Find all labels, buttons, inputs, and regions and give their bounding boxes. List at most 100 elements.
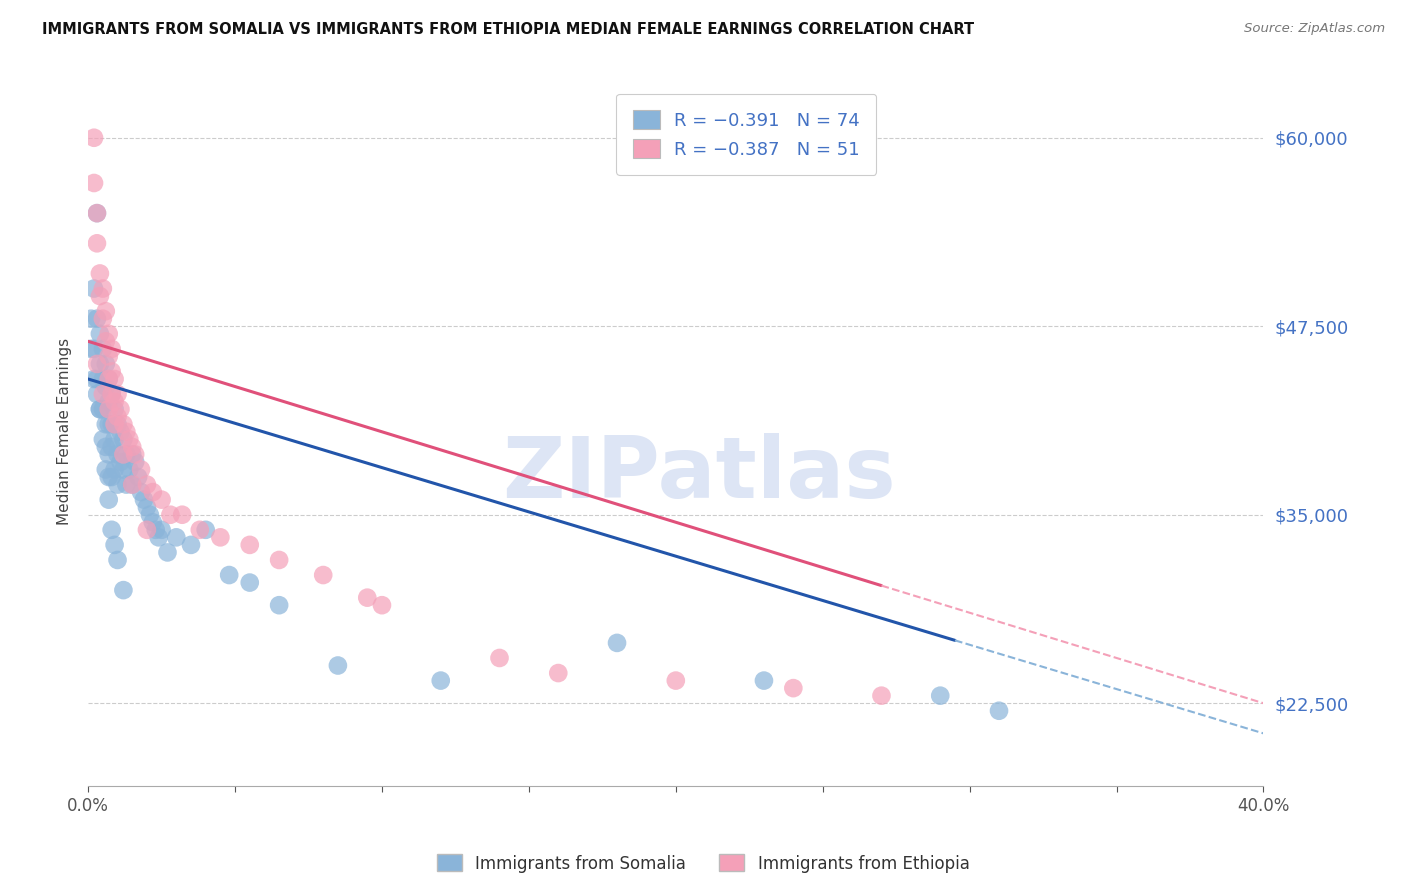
Point [142,485,165,500]
Point [80,342,103,356]
Point [100,440,122,454]
Point [86,206,108,220]
Point [929,689,952,703]
Point [107,387,129,401]
Point [121,477,143,491]
Point [326,658,349,673]
Point [180,538,202,552]
Point [91,402,114,417]
Point [139,508,162,522]
Point [100,387,122,401]
Point [150,492,173,507]
Point [107,409,129,424]
Point [80,311,103,326]
Point [118,433,141,447]
Point [606,636,628,650]
Point [104,538,127,552]
Point [94,334,117,349]
Point [94,379,117,393]
Point [121,477,143,491]
Point [86,387,108,401]
Point [118,462,141,476]
Point [132,492,155,507]
Point [165,530,187,544]
Text: ZIPatlas: ZIPatlas [502,433,896,516]
Point [83,342,105,356]
Point [104,372,127,386]
Point [142,515,165,529]
Point [112,447,135,461]
Point [218,568,240,582]
Point [89,289,111,303]
Point [172,508,194,522]
Point [94,462,117,476]
Point [89,402,111,417]
Point [100,364,122,378]
Text: IMMIGRANTS FROM SOMALIA VS IMMIGRANTS FROM ETHIOPIA MEDIAN FEMALE EARNINGS CORRE: IMMIGRANTS FROM SOMALIA VS IMMIGRANTS FR… [42,22,974,37]
Point [112,462,135,476]
Point [115,425,138,439]
Point [100,417,122,432]
Point [86,236,108,251]
Point [97,470,120,484]
Point [121,447,143,461]
Point [94,440,117,454]
Point [156,545,179,559]
Point [91,387,114,401]
Point [429,673,451,688]
Point [94,417,117,432]
Point [239,575,262,590]
Point [547,666,569,681]
Point [115,477,138,491]
Point [988,704,1011,718]
Point [269,598,291,612]
Point [129,462,152,476]
Point [83,130,105,145]
Point [209,530,232,544]
Point [94,304,117,318]
Point [91,281,114,295]
Point [97,372,120,386]
Point [121,440,143,454]
Point [107,447,129,461]
Point [115,447,138,461]
Point [104,394,127,409]
Point [91,311,114,326]
Point [159,508,181,522]
Point [100,470,122,484]
Point [86,372,108,386]
Point [97,326,120,341]
Point [104,402,127,417]
Point [97,402,120,417]
Point [104,433,127,447]
Point [107,417,129,432]
Point [91,433,114,447]
Point [110,425,132,439]
Point [100,387,122,401]
Point [104,462,127,476]
Point [83,281,105,295]
Point [312,568,335,582]
Text: Source: ZipAtlas.com: Source: ZipAtlas.com [1244,22,1385,36]
Point [665,673,688,688]
Point [97,350,120,364]
Point [269,553,291,567]
Point [86,311,108,326]
Point [124,455,146,469]
Point [135,500,157,515]
Point [91,372,114,386]
Point [83,176,105,190]
Point [129,485,152,500]
Point [135,477,157,491]
Point [752,673,775,688]
Point [124,447,146,461]
Point [89,326,111,341]
Legend: Immigrants from Somalia, Immigrants from Ethiopia: Immigrants from Somalia, Immigrants from… [430,847,976,880]
Point [107,553,129,567]
Point [488,651,510,665]
Point [107,477,129,491]
Point [94,357,117,371]
Point [91,342,114,356]
Point [194,523,217,537]
Point [100,342,122,356]
